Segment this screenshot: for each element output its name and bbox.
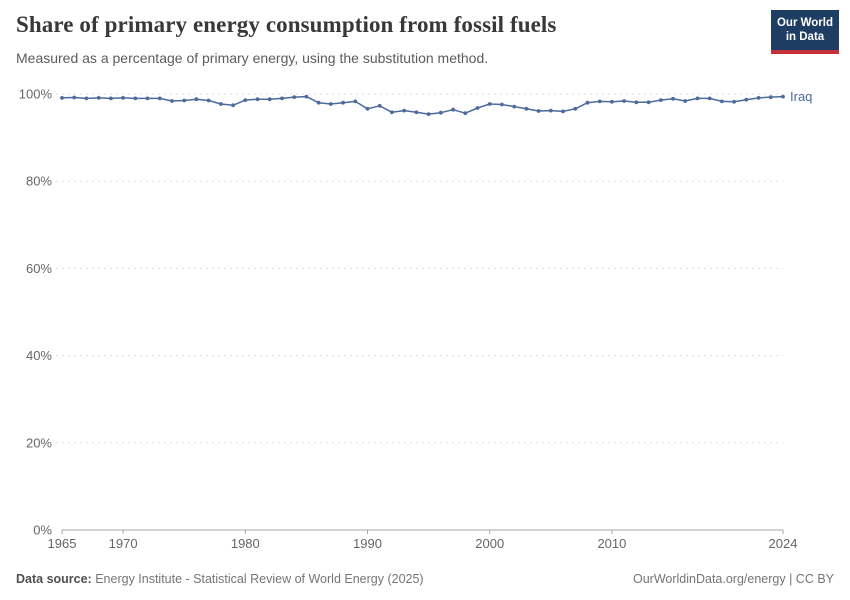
data-point[interactable] bbox=[84, 96, 89, 101]
x-tick-label: 2000 bbox=[475, 536, 504, 551]
data-point[interactable] bbox=[353, 99, 358, 104]
chart-footer: Data source: Energy Institute - Statisti… bbox=[16, 572, 834, 586]
y-tick-label: 20% bbox=[26, 435, 52, 450]
data-point[interactable] bbox=[622, 99, 626, 103]
data-point[interactable] bbox=[231, 103, 236, 108]
x-tick-label: 1970 bbox=[109, 536, 138, 551]
data-point[interactable] bbox=[781, 94, 785, 99]
data-point[interactable] bbox=[646, 100, 651, 105]
data-point[interactable] bbox=[280, 96, 284, 101]
data-point[interactable] bbox=[365, 106, 370, 111]
data-point[interactable] bbox=[133, 96, 138, 101]
data-point[interactable] bbox=[243, 98, 248, 102]
data-point[interactable] bbox=[548, 108, 553, 113]
data-point[interactable] bbox=[426, 112, 431, 116]
data-point[interactable] bbox=[377, 103, 382, 108]
data-point[interactable] bbox=[170, 99, 174, 103]
y-tick-label: 0% bbox=[33, 523, 52, 538]
data-point[interactable] bbox=[671, 96, 675, 101]
data-point[interactable] bbox=[500, 102, 504, 107]
chart-subtitle: Measured as a percentage of primary ener… bbox=[16, 50, 489, 66]
data-source: Data source: Energy Institute - Statisti… bbox=[16, 572, 424, 586]
data-source-label: Data source: bbox=[16, 572, 92, 586]
data-point[interactable] bbox=[60, 96, 64, 100]
data-point[interactable] bbox=[121, 96, 125, 100]
data-point[interactable] bbox=[512, 104, 517, 109]
data-point[interactable] bbox=[610, 99, 614, 104]
chart-title: Share of primary energy consumption from… bbox=[16, 12, 557, 37]
data-point[interactable] bbox=[634, 100, 639, 105]
data-point[interactable] bbox=[720, 99, 724, 104]
data-point[interactable] bbox=[390, 110, 394, 115]
x-tick-label: 2024 bbox=[769, 536, 798, 551]
y-tick-label: 60% bbox=[26, 261, 52, 276]
data-point[interactable] bbox=[292, 95, 297, 99]
data-point[interactable] bbox=[219, 102, 223, 106]
series-line-iraq bbox=[61, 95, 784, 115]
data-point[interactable] bbox=[182, 98, 187, 103]
data-point[interactable] bbox=[414, 110, 419, 115]
data-point[interactable] bbox=[732, 99, 736, 104]
data-point[interactable] bbox=[524, 106, 529, 111]
data-source-text: Energy Institute - Statistical Review of… bbox=[91, 572, 424, 586]
data-point[interactable] bbox=[744, 97, 749, 102]
data-point[interactable] bbox=[585, 100, 590, 105]
data-point[interactable] bbox=[487, 102, 492, 106]
owid-logo: Our World in Data bbox=[771, 10, 839, 54]
x-tick-label: 1965 bbox=[48, 536, 77, 551]
data-point[interactable] bbox=[536, 109, 541, 113]
data-point[interactable] bbox=[756, 96, 761, 100]
data-point[interactable] bbox=[96, 96, 101, 100]
data-point[interactable] bbox=[658, 98, 663, 102]
data-point[interactable] bbox=[463, 111, 468, 116]
data-point[interactable] bbox=[341, 100, 345, 105]
data-point[interactable] bbox=[573, 106, 578, 111]
data-point[interactable] bbox=[206, 98, 211, 103]
data-point[interactable] bbox=[328, 102, 333, 106]
data-point[interactable] bbox=[255, 97, 260, 102]
data-point[interactable] bbox=[316, 100, 321, 105]
data-point[interactable] bbox=[267, 97, 272, 102]
owid-logo-line1: Our World bbox=[776, 17, 833, 29]
data-point[interactable] bbox=[768, 95, 773, 99]
license-credit[interactable]: OurWorldinData.org/energy | CC BY bbox=[632, 572, 834, 586]
data-point[interactable] bbox=[707, 96, 712, 101]
data-point[interactable] bbox=[451, 107, 455, 112]
data-point[interactable] bbox=[561, 109, 565, 114]
data-point[interactable] bbox=[695, 96, 700, 101]
data-point[interactable] bbox=[194, 97, 199, 102]
data-point[interactable] bbox=[109, 96, 113, 101]
data-point[interactable] bbox=[304, 94, 309, 99]
data-point[interactable] bbox=[597, 99, 602, 104]
y-tick-label: 100% bbox=[19, 87, 53, 102]
series-label-iraq[interactable]: Iraq bbox=[790, 89, 812, 104]
data-point[interactable] bbox=[72, 95, 77, 100]
data-point[interactable] bbox=[145, 96, 150, 101]
x-tick-label: 1990 bbox=[353, 536, 382, 551]
data-point[interactable] bbox=[157, 96, 162, 101]
data-point[interactable] bbox=[402, 108, 407, 113]
data-point[interactable] bbox=[683, 99, 688, 103]
x-tick-label: 1980 bbox=[231, 536, 260, 551]
data-point[interactable] bbox=[438, 110, 443, 115]
x-tick-label: 2010 bbox=[597, 536, 626, 551]
y-tick-label: 80% bbox=[26, 174, 52, 189]
y-tick-label: 40% bbox=[26, 348, 52, 363]
owid-logo-line2: in Data bbox=[785, 31, 825, 44]
data-point[interactable] bbox=[475, 106, 480, 110]
